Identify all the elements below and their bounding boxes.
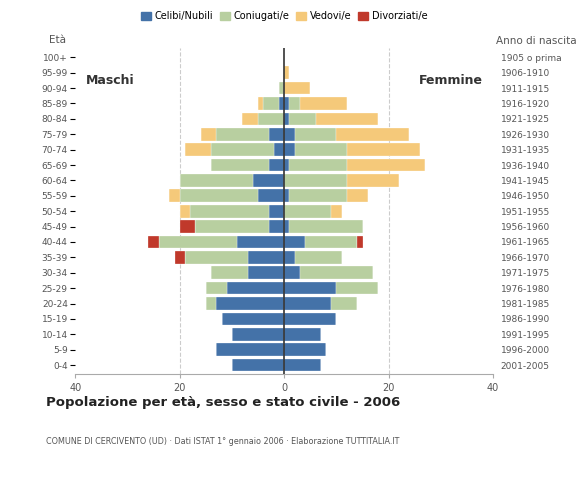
Bar [289,112,316,125]
Bar [284,344,326,356]
Bar [284,112,289,125]
Bar [222,312,284,325]
Bar [206,282,227,295]
Bar [284,128,295,141]
Text: Femmine: Femmine [419,74,483,87]
Bar [206,297,216,310]
Bar [336,128,409,141]
Bar [216,344,284,356]
Bar [284,312,336,325]
Legend: Celibi/Nubili, Coniugati/e, Vedovi/e, Divorziati/e: Celibi/Nubili, Coniugati/e, Vedovi/e, Di… [137,7,432,25]
Bar [305,236,357,248]
Bar [269,159,284,171]
Bar [284,82,310,95]
Bar [279,82,284,95]
Bar [284,236,305,248]
Bar [284,328,321,341]
Bar [289,190,347,202]
Bar [169,190,180,202]
Bar [316,112,378,125]
Bar [227,282,284,295]
Text: Anno di nascita: Anno di nascita [496,36,577,46]
Bar [284,97,289,110]
Bar [211,266,248,279]
Bar [347,159,425,171]
Bar [232,359,284,372]
Bar [190,205,269,217]
Bar [269,205,284,217]
Bar [248,251,284,264]
Bar [284,144,295,156]
Bar [180,190,258,202]
Bar [284,205,331,217]
Text: Popolazione per età, sesso e stato civile - 2006: Popolazione per età, sesso e stato civil… [46,396,401,409]
Text: Età: Età [49,35,66,45]
Bar [357,236,362,248]
Bar [284,159,289,171]
Bar [284,66,289,79]
Bar [284,251,295,264]
Bar [248,266,284,279]
Bar [269,220,284,233]
Bar [216,128,269,141]
Bar [284,190,289,202]
Bar [295,251,342,264]
Bar [185,144,211,156]
Bar [347,144,420,156]
Bar [175,251,185,264]
Bar [289,97,300,110]
Bar [279,97,284,110]
Bar [195,220,269,233]
Bar [284,297,331,310]
Bar [253,174,284,187]
Bar [284,174,347,187]
Bar [258,190,284,202]
Bar [289,159,347,171]
Bar [274,144,284,156]
Bar [237,236,284,248]
Bar [216,297,284,310]
Bar [284,282,336,295]
Bar [258,112,284,125]
Bar [185,251,248,264]
Bar [180,205,190,217]
Bar [347,174,399,187]
Text: COMUNE DI CERCIVENTO (UD) · Dati ISTAT 1° gennaio 2006 · Elaborazione TUTTITALIA: COMUNE DI CERCIVENTO (UD) · Dati ISTAT 1… [46,437,400,446]
Bar [284,359,321,372]
Bar [295,144,347,156]
Bar [295,128,336,141]
Bar [269,128,284,141]
Text: Maschi: Maschi [86,74,135,87]
Bar [242,112,258,125]
Bar [336,282,378,295]
Bar [211,159,269,171]
Bar [284,266,300,279]
Bar [258,97,263,110]
Bar [331,205,342,217]
Bar [300,97,347,110]
Bar [148,236,159,248]
Bar [284,220,289,233]
Bar [331,297,357,310]
Bar [180,174,253,187]
Bar [201,128,216,141]
Bar [211,144,274,156]
Bar [300,266,373,279]
Bar [263,97,279,110]
Bar [347,190,368,202]
Bar [159,236,237,248]
Bar [289,220,362,233]
Bar [180,220,195,233]
Bar [232,328,284,341]
